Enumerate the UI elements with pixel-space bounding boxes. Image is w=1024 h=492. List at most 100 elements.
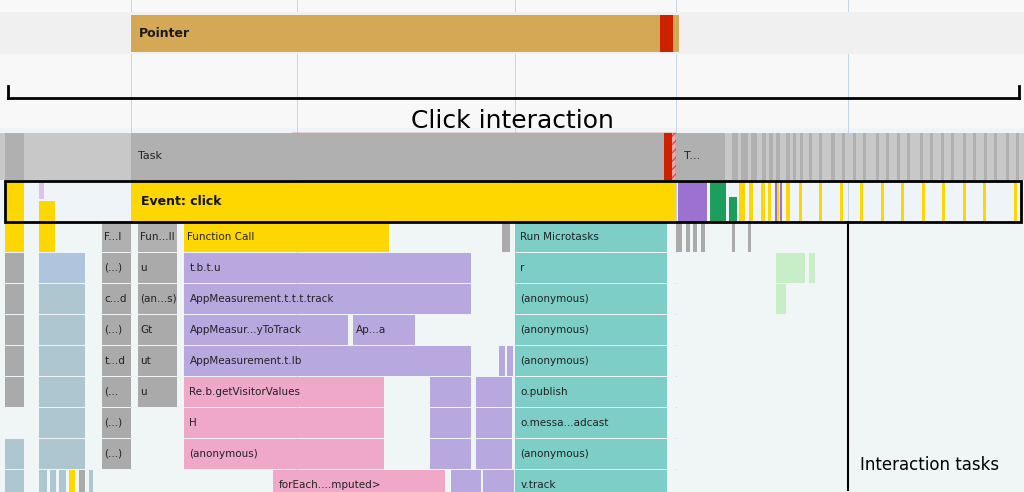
Bar — [131, 15, 679, 52]
Bar — [138, 315, 177, 345]
Bar — [0, 221, 1024, 252]
Bar — [39, 377, 85, 407]
Bar — [994, 133, 997, 180]
Bar — [39, 221, 55, 252]
Bar — [476, 377, 512, 407]
Text: Re.b.getVisitorValues: Re.b.getVisitorValues — [189, 387, 300, 397]
Text: t.b.t.u: t.b.t.u — [189, 263, 221, 273]
Bar — [983, 181, 986, 222]
Bar — [676, 221, 682, 252]
Bar — [776, 284, 786, 314]
Bar — [973, 133, 976, 180]
Text: Click interaction: Click interaction — [411, 109, 613, 132]
Bar — [776, 133, 780, 180]
Text: F...I: F...I — [104, 232, 122, 242]
Bar — [184, 284, 471, 314]
Text: AppMeasurement.t.t.t.track: AppMeasurement.t.t.t.track — [189, 294, 334, 304]
Text: H: H — [189, 418, 198, 428]
Bar — [515, 439, 667, 469]
Bar — [819, 181, 822, 222]
Bar — [963, 133, 966, 180]
Text: (anonymous): (anonymous) — [520, 356, 589, 366]
Bar — [799, 181, 802, 222]
Bar — [102, 408, 131, 438]
Bar — [761, 181, 765, 222]
Bar — [515, 408, 667, 438]
Text: u: u — [140, 387, 146, 397]
Bar — [809, 133, 812, 180]
Bar — [39, 253, 85, 283]
Bar — [138, 253, 177, 283]
Text: Function Call: Function Call — [187, 232, 255, 242]
Bar — [5, 470, 24, 492]
Text: (anonymous): (anonymous) — [520, 294, 589, 304]
Text: Interaction tasks: Interaction tasks — [860, 456, 999, 474]
Bar — [0, 133, 1024, 180]
Bar — [430, 377, 471, 407]
Bar — [292, 133, 676, 180]
Bar — [941, 133, 944, 180]
Bar — [102, 346, 131, 376]
Text: r: r — [520, 263, 524, 273]
Bar — [793, 133, 796, 180]
Bar — [184, 346, 471, 376]
Bar — [515, 346, 667, 376]
Text: (anonymous): (anonymous) — [189, 449, 258, 459]
Bar — [430, 408, 471, 438]
Text: T...: T... — [684, 151, 700, 161]
Bar — [499, 346, 505, 376]
Text: (...): (...) — [104, 325, 123, 335]
Bar — [138, 284, 177, 314]
Bar — [881, 181, 884, 222]
Text: Task: Task — [138, 151, 162, 161]
Bar — [353, 315, 415, 345]
Bar — [102, 221, 131, 252]
Bar — [748, 221, 751, 252]
Bar — [776, 181, 779, 222]
Bar — [800, 133, 803, 180]
Bar — [729, 197, 737, 222]
Bar — [184, 315, 348, 345]
Text: (...: (... — [104, 387, 119, 397]
Bar — [762, 133, 766, 180]
Bar — [476, 439, 512, 469]
Bar — [184, 253, 471, 283]
Bar — [102, 377, 131, 407]
Bar — [138, 377, 177, 407]
Bar — [430, 439, 471, 469]
Bar — [184, 439, 384, 469]
Text: Event: click: Event: click — [141, 195, 222, 208]
Bar — [5, 133, 24, 180]
Bar — [507, 346, 513, 376]
Bar — [184, 377, 384, 407]
Bar — [39, 346, 85, 376]
Bar — [951, 133, 954, 180]
Bar — [131, 181, 676, 222]
Bar — [515, 470, 667, 492]
Bar — [451, 470, 481, 492]
Bar — [0, 12, 1024, 54]
Text: (...): (...) — [104, 418, 123, 428]
Bar — [131, 133, 664, 180]
Bar — [515, 315, 667, 345]
Bar — [39, 439, 85, 469]
Bar — [1014, 181, 1017, 222]
Text: Pointer: Pointer — [139, 27, 190, 40]
Bar — [897, 133, 900, 180]
Text: Ap...a: Ap...a — [356, 325, 387, 335]
Text: u: u — [140, 263, 146, 273]
Bar — [963, 181, 966, 222]
Bar — [476, 408, 512, 438]
Bar — [741, 133, 748, 180]
Bar — [907, 133, 910, 180]
Bar — [860, 181, 863, 222]
Bar — [39, 183, 44, 199]
Bar — [39, 408, 85, 438]
Bar — [515, 377, 667, 407]
Text: Run Microtasks: Run Microtasks — [520, 232, 599, 242]
Bar — [0, 253, 1024, 283]
Bar — [0, 128, 1024, 492]
Bar — [768, 181, 771, 222]
Bar — [39, 284, 85, 314]
Bar — [901, 181, 904, 222]
